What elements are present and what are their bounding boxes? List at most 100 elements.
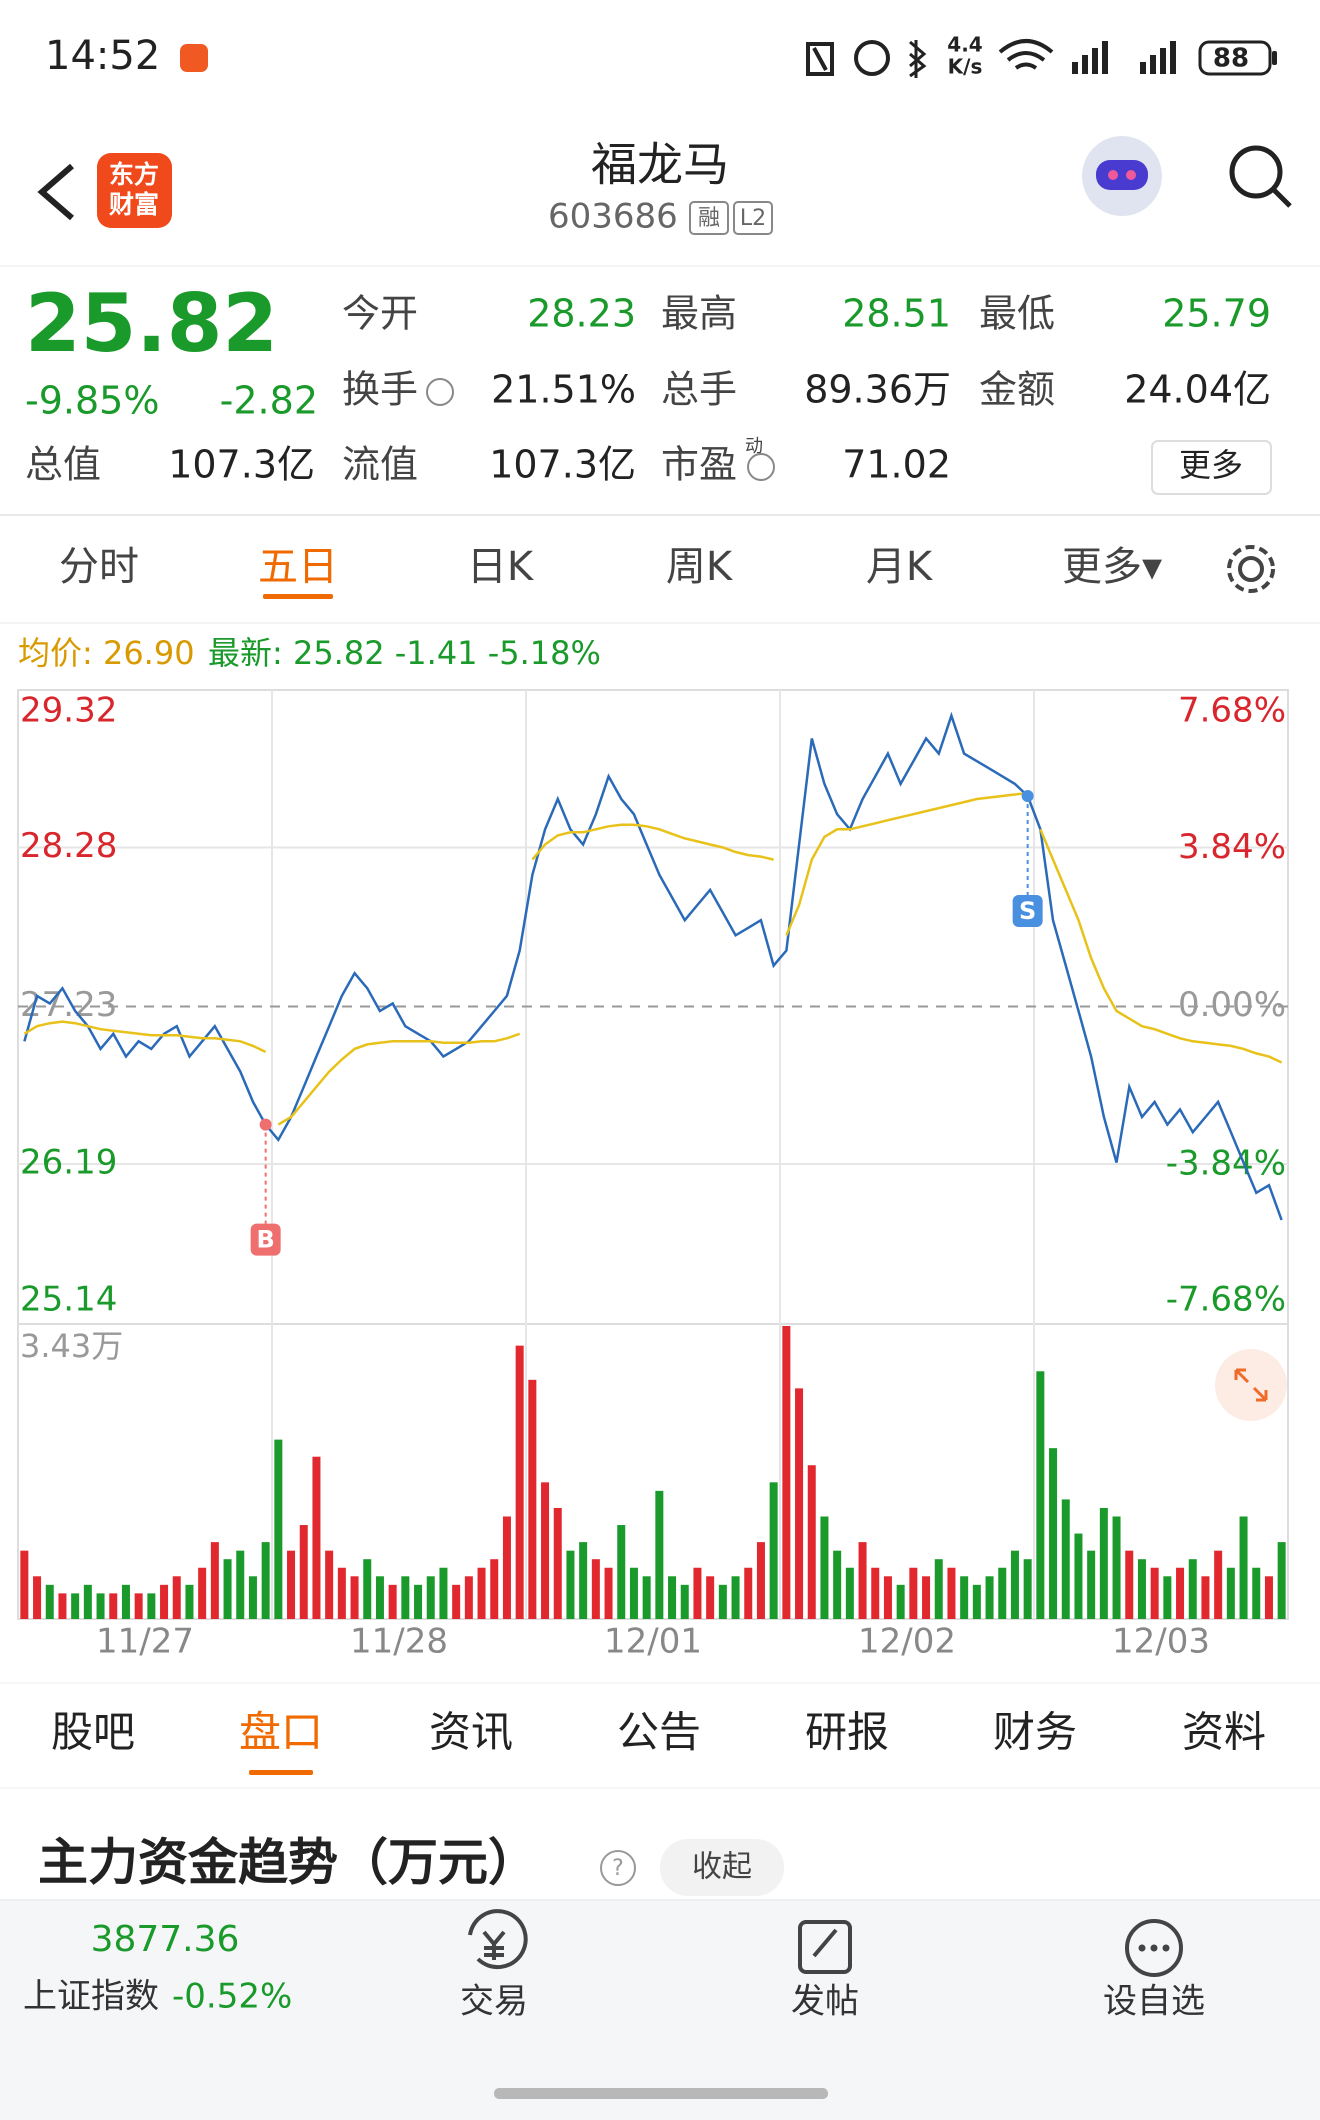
- volume-bar: [807, 1465, 816, 1619]
- info-icon[interactable]: [426, 378, 454, 406]
- volume-bar: [1049, 1448, 1058, 1619]
- help-icon-text: ?: [612, 1856, 624, 1881]
- chart-tab[interactable]: 更多▾: [1062, 544, 1162, 590]
- footer-icons: [468, 1909, 1183, 1977]
- volume-bar: [820, 1516, 829, 1619]
- volume-bar: [1099, 1507, 1108, 1619]
- stat-value: 21.51%: [491, 368, 636, 412]
- volume-bar: [1226, 1567, 1235, 1619]
- volume-bar: [147, 1593, 156, 1619]
- footer-action[interactable]: 发帖: [791, 1982, 859, 2022]
- search-handle: [1271, 187, 1292, 208]
- info-tab[interactable]: 资料: [1182, 1708, 1266, 1757]
- stat-label: 最高: [661, 292, 737, 336]
- search-button[interactable]: [1229, 145, 1283, 199]
- volume-bar: [502, 1516, 511, 1619]
- volume-bar: [464, 1576, 473, 1619]
- stat-label: 流值: [342, 443, 418, 487]
- volume-bar: [934, 1559, 943, 1619]
- volume-bar: [515, 1345, 524, 1619]
- post-icon[interactable]: [798, 1920, 852, 1974]
- volume-bar: [528, 1379, 537, 1619]
- more-button-label[interactable]: 更多: [1179, 446, 1243, 484]
- trade-icon[interactable]: [468, 1909, 528, 1970]
- volume-bar: [1252, 1567, 1261, 1619]
- legend-latest: 最新: 25.82 -1.41 -5.18%: [208, 634, 601, 672]
- volume-bar: [756, 1542, 765, 1619]
- volume-bar: [350, 1576, 359, 1619]
- volume-bar: [1201, 1576, 1210, 1619]
- status-time: 14:52: [45, 33, 160, 79]
- volume-bar: [414, 1584, 423, 1619]
- chart-tab[interactable]: 日K: [467, 544, 535, 590]
- avg-line: [23, 791, 1283, 1126]
- footer-action[interactable]: 交易: [460, 1982, 528, 2022]
- volume-bar: [769, 1482, 778, 1619]
- chart-tab[interactable]: 五日: [258, 544, 338, 590]
- y2-tick-label: 7.68%: [1178, 691, 1286, 731]
- index-change: -0.52%: [172, 1977, 292, 2017]
- info-tab[interactable]: 股吧: [51, 1708, 135, 1757]
- volume-bar: [388, 1584, 397, 1619]
- back-button[interactable]: [37, 163, 74, 221]
- logo-text: 东方: [109, 160, 159, 189]
- volume-bar: [579, 1542, 588, 1619]
- volume-bar: [299, 1525, 308, 1619]
- collapse-button[interactable]: [660, 1839, 784, 1896]
- badge-text: 融: [698, 206, 720, 231]
- price-line: [23, 711, 1283, 1221]
- volume-bar: [134, 1593, 143, 1619]
- volume-bar: [248, 1576, 257, 1619]
- stock-code: 603686: [548, 197, 678, 237]
- y-tick-label: 27.23: [20, 985, 117, 1025]
- last-price: 25.82: [25, 277, 278, 370]
- info-tab[interactable]: 财务: [993, 1708, 1077, 1757]
- volume-bar: [223, 1559, 232, 1619]
- volume-bar: [185, 1584, 194, 1619]
- volume-bar: [909, 1567, 918, 1619]
- volume-bar: [1036, 1371, 1045, 1619]
- avatar-eye: [1126, 170, 1136, 180]
- collapse-label[interactable]: 收起: [692, 1850, 752, 1885]
- watch-icon[interactable]: [1125, 1919, 1183, 1977]
- volume-tick-label: 3.43万: [20, 1327, 123, 1365]
- chart-tab[interactable]: 分时: [59, 544, 139, 590]
- volume-bar: [236, 1550, 245, 1619]
- volume-bar: [45, 1584, 54, 1619]
- marker-label: S: [1019, 897, 1036, 925]
- info-tab[interactable]: 研报: [805, 1708, 889, 1757]
- volume-bar: [1023, 1559, 1032, 1619]
- stat-label: 最低: [979, 292, 1055, 336]
- volume-bar: [401, 1576, 410, 1619]
- info-tab[interactable]: 公告: [617, 1708, 701, 1757]
- app-logo[interactable]: [97, 153, 172, 228]
- info-tab[interactable]: 盘口: [239, 1708, 323, 1757]
- volume-bar: [642, 1576, 651, 1619]
- stat-value: 28.23: [527, 292, 636, 336]
- badge: [733, 201, 773, 235]
- expand-icon: [1234, 1368, 1268, 1402]
- volume-bar: [1214, 1550, 1223, 1619]
- help-icon[interactable]: [600, 1850, 636, 1886]
- x-tick-label: 11/28: [350, 1622, 448, 1662]
- badge: [689, 201, 729, 235]
- volume-bar: [198, 1567, 207, 1619]
- marker-label: B: [257, 1226, 275, 1254]
- expand-button[interactable]: [1215, 1349, 1287, 1421]
- y2-tick-label: -7.68%: [1166, 1280, 1286, 1320]
- volume-bar: [896, 1584, 905, 1619]
- info-tab[interactable]: 资讯: [429, 1708, 513, 1757]
- more-button[interactable]: [1151, 440, 1272, 495]
- volume-bar: [1074, 1533, 1083, 1619]
- net-unit: K/s: [948, 55, 983, 79]
- volume-bar: [1010, 1550, 1019, 1619]
- status-icons: [180, 39, 1277, 78]
- volume-bar: [20, 1550, 29, 1619]
- footer-action[interactable]: 设自选: [1103, 1982, 1205, 2022]
- info-icon[interactable]: [747, 453, 775, 481]
- volume-bar: [833, 1550, 842, 1619]
- chart-tab[interactable]: 周K: [666, 544, 734, 590]
- chart-tab[interactable]: 月K: [866, 544, 934, 590]
- settings-button[interactable]: [1227, 545, 1275, 593]
- x-tick-label: 11/27: [96, 1622, 194, 1662]
